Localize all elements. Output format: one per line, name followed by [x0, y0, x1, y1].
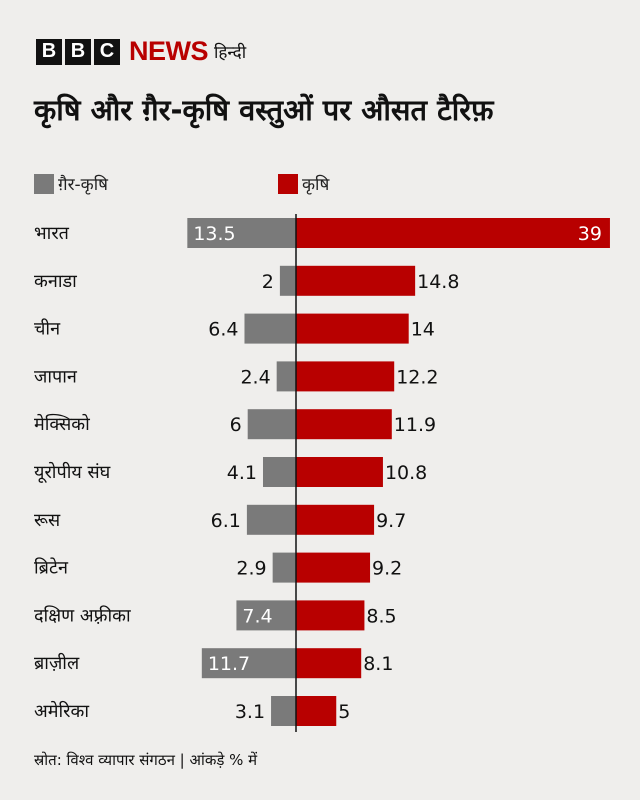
bar-agri — [296, 409, 392, 440]
data-label-non-agri: 2.4 — [240, 366, 270, 388]
bar-agri — [296, 696, 337, 726]
bar-agri — [296, 648, 362, 679]
legend-label-non-agri: ग़ैर-कृषि — [58, 175, 108, 195]
logo-news: NEWS — [129, 36, 209, 66]
data-label-agri: 8.1 — [363, 653, 393, 675]
data-label-agri: 39 — [578, 223, 602, 245]
bar-non-agri — [247, 409, 296, 440]
data-label-agri: 9.2 — [372, 558, 402, 580]
data-label-non-agri: 3.1 — [235, 701, 265, 723]
bar-agri — [296, 313, 409, 344]
bar-agri — [296, 552, 371, 583]
bar-non-agri — [262, 457, 296, 487]
data-label-non-agri: 11.7 — [208, 653, 250, 675]
category-label: भारत — [34, 223, 70, 244]
data-label-non-agri: 4.1 — [227, 462, 257, 484]
category-label: दक्षिण अफ़्रीका — [34, 604, 131, 626]
chart-title: कृषि और ग़ैर-कृषि वस्तुओं पर औसत टैरिफ़ — [34, 93, 494, 127]
bar-non-agri — [272, 552, 296, 583]
data-label-non-agri: 6 — [230, 414, 242, 436]
logo-letter-c: C — [94, 38, 120, 65]
bar-non-agri — [271, 696, 296, 726]
bar-non-agri — [279, 265, 296, 296]
category-label: रूस — [34, 510, 61, 531]
bar-non-agri — [201, 648, 296, 679]
logo-hindi: हिन्दी — [214, 43, 247, 63]
data-label-agri: 9.7 — [376, 510, 406, 532]
data-label-agri: 12.2 — [396, 366, 438, 388]
legend-swatch-non-agri — [34, 173, 54, 194]
bar-non-agri — [187, 218, 296, 248]
bar-agri — [296, 361, 395, 392]
category-label: ब्रिटेन — [34, 557, 69, 579]
category-label: यूरोपीय संघ — [34, 461, 111, 483]
data-label-agri: 14 — [411, 319, 435, 341]
data-label-non-agri: 13.5 — [193, 223, 235, 245]
data-label-non-agri: 2 — [262, 271, 274, 293]
legend-item-agri: कृषि — [278, 172, 329, 195]
legend-swatch-agri — [278, 173, 298, 194]
bar-agri — [296, 457, 383, 487]
data-label-agri: 10.8 — [385, 462, 427, 484]
bar-agri — [296, 218, 610, 248]
category-label: ब्राज़ील — [34, 652, 80, 674]
data-label-non-agri: 6.4 — [208, 319, 238, 341]
data-label-agri: 5 — [338, 701, 350, 723]
bar-non-agri — [236, 600, 296, 631]
data-label-non-agri: 6.1 — [211, 510, 241, 532]
data-label-non-agri: 7.4 — [242, 605, 272, 627]
data-label-non-agri: 2.9 — [236, 558, 266, 580]
bar-non-agri — [246, 504, 296, 535]
bar-non-agri — [276, 361, 296, 392]
bbc-news-hindi-logo: B B C NEWS हिन्दी — [36, 36, 246, 67]
legend-label-agri: कृषि — [302, 175, 330, 195]
category-label: अमेरिका — [34, 700, 89, 722]
bar-non-agri — [244, 313, 296, 344]
data-label-agri: 14.8 — [417, 271, 459, 293]
category-label: जापान — [34, 366, 78, 387]
data-label-agri: 8.5 — [366, 605, 396, 627]
bar-agri — [296, 504, 375, 535]
category-label: मेक्सिको — [34, 413, 90, 435]
logo-letter-b2: B — [65, 38, 91, 65]
bar-agri — [296, 265, 416, 296]
data-label-agri: 11.9 — [394, 414, 436, 436]
legend-item-non-agri: ग़ैर-कृषि — [34, 172, 108, 195]
source-note: स्रोत: विश्व व्यापार संगठन | आंकड़े % मे… — [34, 751, 258, 769]
category-label: कनाडा — [34, 271, 77, 292]
bar-agri — [296, 600, 365, 631]
logo-letter-b1: B — [36, 38, 62, 65]
category-label: चीन — [34, 318, 61, 340]
